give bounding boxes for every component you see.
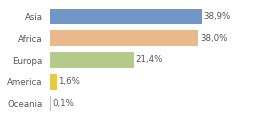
Text: 21,4%: 21,4% (135, 55, 163, 64)
Bar (50, 96, 51, 111)
Bar (50, 52, 134, 68)
Text: 0,1%: 0,1% (52, 99, 74, 108)
Text: 38,0%: 38,0% (200, 34, 227, 43)
Bar (50, 74, 57, 90)
Text: 38,9%: 38,9% (204, 12, 231, 21)
Text: 1,6%: 1,6% (58, 77, 80, 86)
Bar (50, 30, 199, 46)
Bar (50, 9, 202, 24)
